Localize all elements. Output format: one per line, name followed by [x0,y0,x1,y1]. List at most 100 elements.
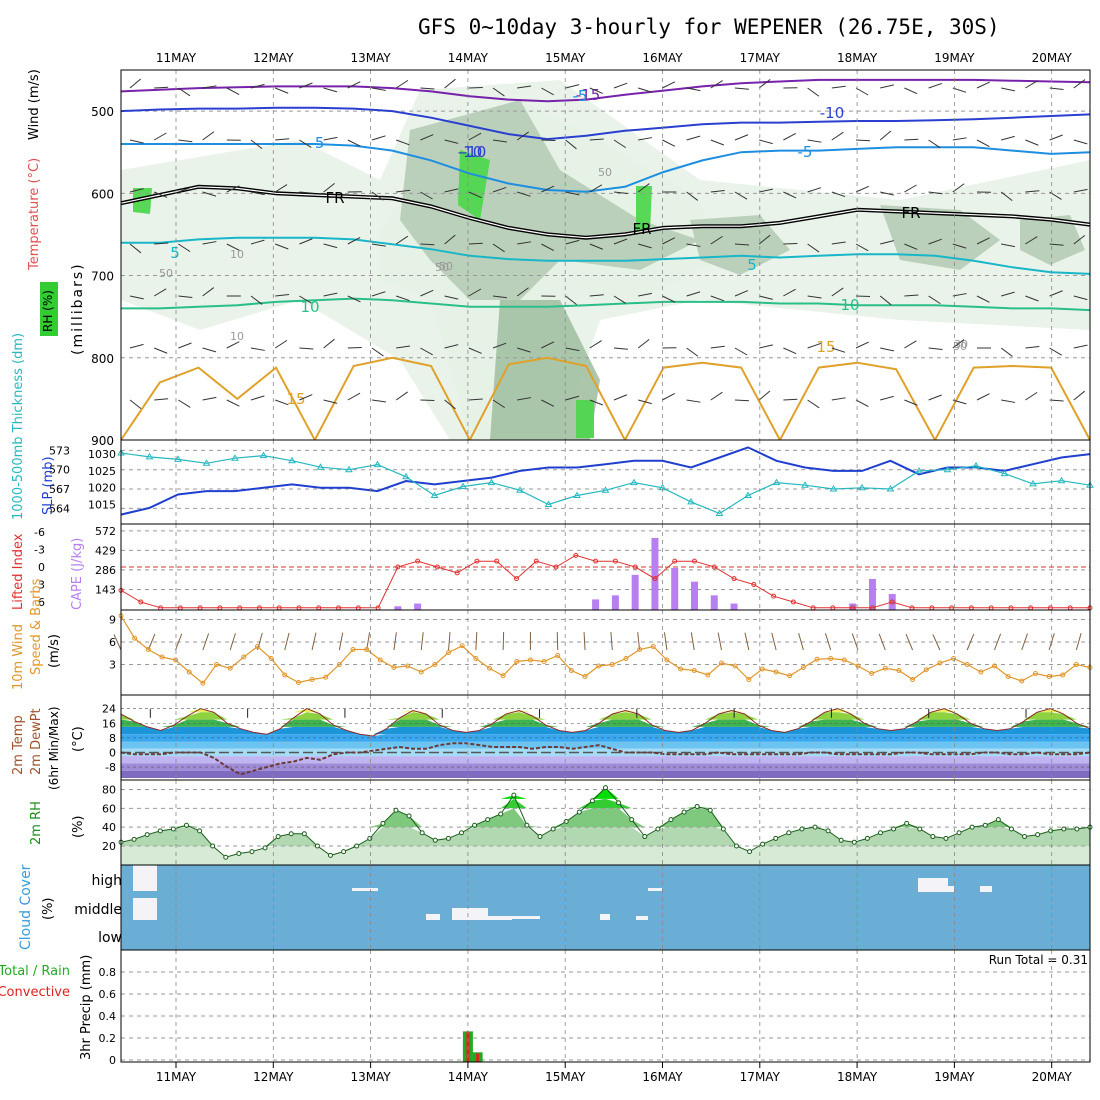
wind10m-barb [1048,633,1055,651]
chart-title: GFS 0~10day 3-hourly for WEPENER (26.75E… [418,15,1000,39]
rh-marker [275,834,281,840]
wind-barb [613,191,628,194]
wind-barb [517,397,532,401]
wind-barb [880,395,894,401]
li-tick: -6 [34,526,45,539]
cape-bar [671,568,679,610]
wind10m-barb [717,632,722,651]
axis-label-rh2m: 2m RH [29,801,44,845]
wind-barb [783,398,798,401]
wind-barb [976,393,990,401]
rh-marker [550,826,556,832]
wind-barb [952,137,967,141]
wind-barb [710,80,723,89]
wind10m-marker [978,669,984,675]
contour-label: -10 [820,104,845,122]
wind-barb [758,234,771,245]
wind10m-marker [951,656,957,661]
cloud-patch [133,898,157,920]
wind-barb [589,399,604,406]
wind-barb [420,289,434,297]
li-tick: 6 [38,596,45,609]
rh-marker [589,798,595,804]
wind-barb [759,188,773,193]
wind-barb [831,287,844,297]
contour-label: -5 [798,143,813,161]
wind-barb [589,294,604,297]
wind10m-marker [295,680,301,685]
x-tick-top: 17MAY [740,51,781,65]
thickness-marker [259,451,268,459]
wind-barb [371,291,386,297]
wind-barb [226,87,240,96]
rh-marker [707,807,713,813]
wind-barb [1001,399,1016,403]
thickness-marker [1057,476,1066,484]
wind10m-marker [609,662,615,667]
wind-barb [686,291,701,297]
wind10m-marker [910,677,916,682]
wind-barb [589,340,602,349]
rh-marker [498,811,504,817]
wind-barb [904,243,918,250]
li-marker [533,558,539,564]
temp-band-1 [121,712,1090,720]
wind-barb [855,341,869,349]
wind-barb [517,85,532,89]
wind-barb [395,79,409,89]
temp-tick: 8 [109,732,116,745]
wind10m-marker [855,663,861,669]
freezing-line-inner [120,186,1091,239]
li-marker [494,558,500,564]
wind-barb [129,188,144,193]
slp-tick: 1030 [88,448,116,461]
thickness-marker [1029,479,1037,487]
wind10m-marker [596,663,602,669]
wind-barb [250,295,263,305]
wind-barb [468,398,483,401]
wind-barb [952,339,965,349]
wind10m-marker [350,647,356,652]
panel-border [120,949,1091,1063]
rh-shading-10 [690,215,790,275]
wind10m-marker [991,663,997,669]
wind10m-marker [145,647,151,652]
li-marker [652,576,658,582]
thickness-marker [601,486,610,493]
wind-barb [1073,139,1088,145]
wind-barb [855,243,869,252]
wind-barb [250,239,265,245]
wind-barb [468,288,482,297]
wind-barb [952,293,967,297]
wind-barb [517,241,532,245]
wind-barb [1001,135,1015,141]
wind-barb [1073,79,1086,89]
isotherm-5 [121,236,1091,275]
rh-marker [485,817,491,823]
wind-barb [928,295,941,305]
wind-barb [807,187,822,193]
cloud-patch [352,888,378,891]
wind-barb [613,347,628,350]
rh-marker [524,822,530,828]
wind10m-marker [705,672,711,678]
axis-label-temperature: Temperature (°C) [27,158,42,271]
isotherm-15 [120,356,1091,443]
rh-marker [511,792,517,798]
wind-barb [613,139,627,149]
x-tick-bottom: 17MAY [740,1070,781,1084]
wind-barb [879,295,892,306]
wind-barb [807,399,820,409]
wind10m-marker [1046,674,1052,679]
cape-tick: 286 [95,564,116,577]
rh-marker [733,843,739,849]
axis-label-wind10-units: (m/s) [47,634,62,668]
wind-barb [153,132,167,141]
thickness-tick: 570 [49,464,70,477]
wind10m-marker [555,653,561,658]
rh-marker [616,800,622,806]
wind-barb [299,295,312,304]
wind-barb [154,191,168,198]
wind-tick: 6 [109,636,116,649]
rh-marker [969,824,975,830]
